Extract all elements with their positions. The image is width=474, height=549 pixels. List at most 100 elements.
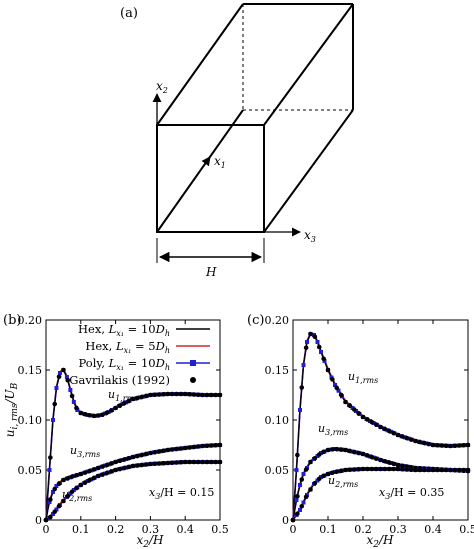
reference-dot	[104, 462, 110, 468]
reference-dot	[161, 460, 166, 466]
reference-dot	[456, 467, 462, 473]
poly-marker	[71, 400, 76, 404]
reference-dot	[308, 487, 313, 492]
reference-dot	[82, 411, 88, 417]
reference-dot	[200, 443, 205, 449]
reference-dot	[65, 493, 71, 499]
reference-dot	[65, 476, 71, 481]
poly-marker	[319, 350, 323, 354]
reference-dot	[373, 456, 379, 461]
reference-dot	[343, 447, 348, 453]
reference-dot	[365, 417, 370, 422]
reference-dot	[178, 446, 184, 451]
reference-dot	[87, 412, 92, 418]
reference-dot	[126, 464, 131, 470]
position-annotation-c: x3/H = 0.35	[379, 486, 444, 501]
reference-dot	[95, 473, 101, 479]
reference-dot	[417, 467, 423, 473]
reference-dot	[91, 467, 97, 472]
y-tick-label: 0	[282, 514, 289, 527]
reference-dot	[404, 435, 410, 441]
x-tick-label: 0.3	[389, 523, 407, 536]
x1-axis-label: x1	[214, 154, 226, 170]
poly-marker	[47, 468, 52, 472]
reference-dot	[152, 461, 158, 467]
poly-marker	[350, 406, 355, 410]
x-tick-label: 0.2	[354, 523, 372, 536]
reference-dot	[351, 407, 357, 412]
reference-dot	[74, 405, 79, 411]
reference-dot	[373, 422, 379, 427]
reference-dot	[126, 398, 131, 404]
reference-dot	[461, 467, 466, 473]
reference-dot	[191, 459, 197, 465]
reference-dot	[421, 467, 427, 473]
reference-dot	[391, 430, 396, 436]
reference-dot	[356, 466, 361, 472]
reference-dot	[378, 457, 383, 463]
chart-panel-c: (c) 0 0.1 0.2 0.3 0.4 0.5 0 0.05 0.10 0.15 0.20 x2…	[247, 313, 474, 549]
reference-dot	[382, 466, 388, 472]
reference-dot	[325, 367, 331, 373]
reference-dot	[135, 463, 140, 468]
reference-dot	[108, 408, 114, 413]
depth-edge-bottom-right	[263, 109, 354, 233]
curve-label-u1-c: u1,rms	[348, 370, 378, 385]
reference-dot	[95, 465, 101, 471]
reference-dot	[213, 459, 218, 465]
reference-dot	[191, 392, 197, 397]
reference-dot	[325, 447, 331, 453]
reference-dot	[347, 403, 353, 409]
poly-marker	[68, 388, 73, 392]
reference-dot	[400, 434, 405, 439]
reference-dot	[130, 463, 136, 469]
reference-dot	[56, 481, 62, 487]
reference-dot	[391, 461, 396, 467]
reference-dot	[413, 438, 418, 444]
poly-marker	[301, 472, 306, 476]
legend-marker-dots	[190, 377, 196, 383]
panel-label-a: (a)	[120, 6, 138, 21]
reference-dot	[426, 441, 431, 447]
poly-marker	[50, 512, 55, 516]
reference-dot	[148, 461, 153, 467]
reference-dot	[321, 473, 326, 479]
reference-dot	[443, 443, 449, 449]
poly-marker	[54, 507, 59, 512]
reference-dot	[461, 442, 466, 448]
reference-dot	[312, 455, 318, 461]
reference-dot	[400, 466, 405, 472]
y-tick-label: 0.20	[18, 314, 43, 327]
x-tick-label: 0.1	[72, 523, 90, 536]
reference-dot	[439, 467, 445, 473]
reference-dot	[321, 449, 326, 455]
reference-dot	[100, 412, 105, 417]
reference-dot	[386, 428, 392, 434]
reference-dot	[165, 460, 171, 466]
reference-dot	[113, 405, 118, 411]
reference-dot	[191, 444, 197, 450]
reference-dot	[87, 468, 92, 474]
curve-label-u3: u3,rms	[70, 444, 100, 459]
reference-dot	[139, 452, 144, 458]
reference-dot	[395, 462, 401, 468]
y-tick-label: 0.10	[18, 414, 43, 427]
reference-dot	[465, 467, 471, 473]
reference-dot	[204, 443, 210, 449]
reference-dot	[91, 475, 97, 481]
reference-dot	[130, 396, 136, 402]
reference-dot	[78, 482, 84, 488]
poly-marker	[47, 500, 52, 504]
reference-dot	[161, 448, 166, 454]
reference-dot	[435, 467, 440, 473]
reference-dot	[122, 465, 127, 471]
reference-dot	[182, 445, 188, 451]
x-tick-label: 0.5	[211, 523, 229, 536]
position-annotation: x3/H = 0.15	[149, 486, 214, 501]
reference-dot	[91, 413, 97, 419]
reference-dot	[443, 467, 449, 473]
reference-dot	[299, 503, 305, 509]
legend-entry-gavrilakis: Gavrilakis (1992)	[69, 373, 170, 387]
reference-dot	[452, 443, 458, 449]
